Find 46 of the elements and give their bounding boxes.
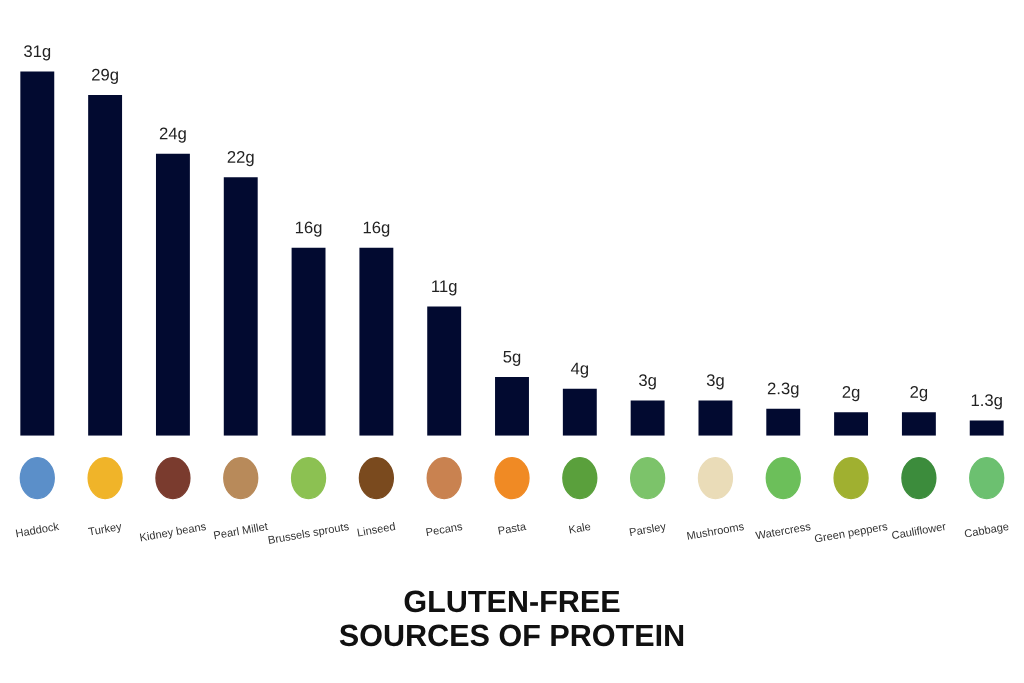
data-label: 2.3g (767, 382, 799, 398)
x-tick-label: Mushrooms (686, 521, 745, 540)
text: GLUTEN-FREE SOURCES OF PROTEIN (339, 590, 684, 647)
data-label: 3g (639, 374, 656, 390)
x-tick-label: Haddock (15, 521, 60, 538)
bar (427, 306, 462, 436)
bar (630, 400, 665, 436)
x-tick-label: Cabbage (964, 521, 1010, 540)
data-label: 2g (842, 386, 860, 402)
bar (223, 177, 258, 436)
x-tick-label: Cauliflower (891, 521, 947, 540)
x-tick-label: Kidney beans (139, 521, 207, 544)
bar (901, 412, 936, 436)
bar (88, 94, 123, 436)
data-label: 24g (159, 127, 186, 143)
x-tick-label: Pecans (426, 522, 463, 537)
data-label: 31g (24, 45, 51, 61)
data-label: 3g (706, 374, 724, 390)
data-label: 1.3g (971, 394, 1002, 410)
data-label: 4g (570, 362, 589, 378)
data-label: 16g (363, 221, 390, 237)
bar (495, 377, 529, 436)
data-label: 29g (92, 68, 118, 84)
bar (834, 412, 869, 436)
data-label: 11g (432, 280, 457, 296)
data-label: 5g (503, 350, 521, 366)
data-label: 16g (295, 221, 322, 237)
x-tick-label: Pasta (498, 522, 527, 535)
x-tick-label: Watercress (755, 522, 811, 540)
bar (969, 420, 1004, 436)
data-label: 2g (910, 386, 928, 402)
x-tick-label: Parsley (629, 521, 667, 539)
bar (698, 400, 733, 436)
bar (20, 71, 55, 436)
x-tick-label: Brussels sprouts (268, 521, 350, 547)
x-tick-label: Green peppers (814, 522, 889, 545)
data-label: 22g (227, 151, 254, 167)
bar (766, 408, 801, 436)
x-tick-label: Kale (568, 521, 591, 534)
x-tick-label: Linseed (357, 521, 396, 537)
bar (359, 247, 394, 436)
bar (291, 247, 326, 436)
bar (562, 388, 597, 436)
x-tick-label: Turkey (87, 521, 123, 538)
bar (155, 153, 190, 436)
x-tick-label: Pearl Millet (213, 521, 269, 540)
